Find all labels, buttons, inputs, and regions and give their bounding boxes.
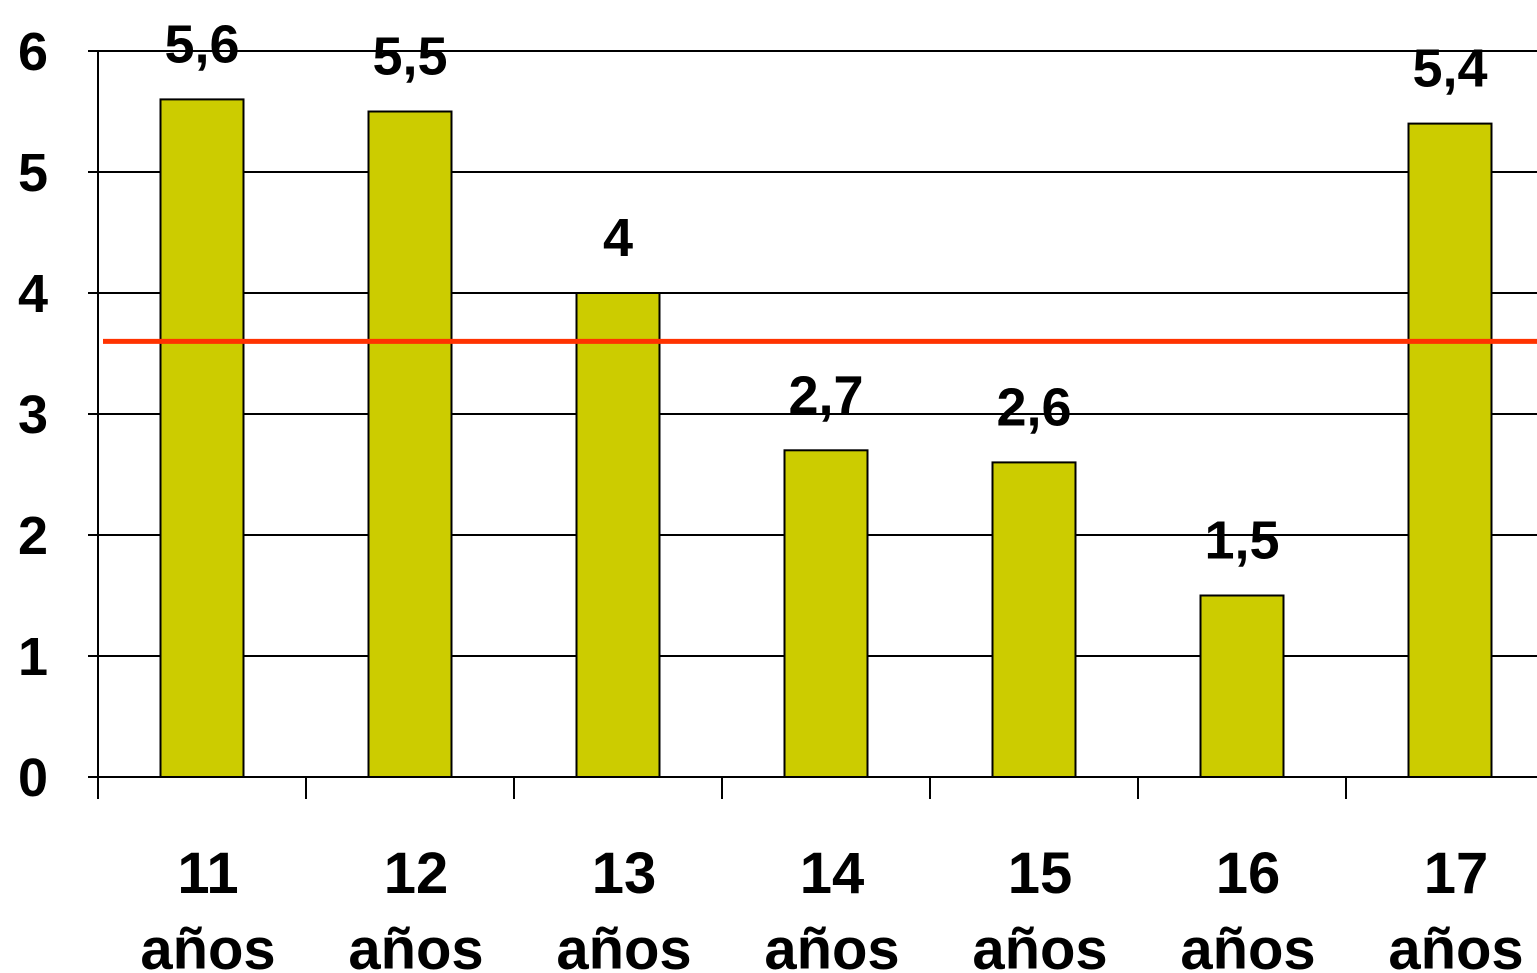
x-tick-label-line: 11 bbox=[177, 841, 238, 906]
bars bbox=[159, 98, 1493, 779]
data-label: 5,4 bbox=[1412, 39, 1487, 99]
data-label: 2,7 bbox=[788, 365, 863, 425]
bar bbox=[1407, 122, 1493, 779]
x-tick-label-line: 13 bbox=[592, 841, 657, 906]
x-tick-label: 13 años bbox=[556, 841, 691, 973]
x-tick-label-line: años bbox=[140, 917, 275, 973]
x-tick-label-line: años bbox=[556, 917, 691, 973]
y-tick-label: 6 bbox=[18, 22, 48, 82]
x-tick-label: 14 años bbox=[764, 841, 899, 973]
data-label: 1,5 bbox=[1204, 511, 1279, 571]
x-tick-label-line: 16 bbox=[1216, 841, 1281, 906]
x-tick-label: 17 años bbox=[1388, 841, 1523, 973]
y-tick-label: 4 bbox=[18, 264, 48, 324]
bar bbox=[1199, 594, 1285, 778]
data-label: 5,5 bbox=[372, 27, 447, 87]
x-tick-label-line: 12 bbox=[384, 841, 449, 906]
x-tick-label-line: 14 bbox=[800, 841, 865, 906]
bar bbox=[159, 98, 245, 778]
x-tick-label-line: años bbox=[764, 917, 899, 973]
x-tick-label-line: años bbox=[348, 917, 483, 973]
x-tick-label: 11 años bbox=[140, 841, 275, 973]
bar bbox=[783, 449, 869, 778]
y-tick-label: 1 bbox=[18, 627, 48, 687]
x-tick-label-line: años bbox=[972, 917, 1107, 973]
bar bbox=[991, 461, 1077, 778]
y-tick-label: 0 bbox=[18, 748, 48, 808]
bar bbox=[367, 110, 453, 778]
data-label: 5,6 bbox=[164, 14, 239, 74]
x-tick-label-line: años bbox=[1180, 917, 1315, 973]
bar bbox=[575, 292, 661, 778]
x-tick-label-line: 17 bbox=[1424, 841, 1489, 906]
x-tick-label-line: 15 bbox=[1008, 841, 1073, 906]
data-label: 2,6 bbox=[996, 377, 1071, 437]
data-label: 4 bbox=[603, 208, 633, 268]
x-tick-label-line: años bbox=[1388, 917, 1523, 973]
data-labels: 5,6 5,5 4 2,7 2,6 1,5 5,4 bbox=[164, 14, 1487, 570]
x-tick-label: 15 años bbox=[972, 841, 1107, 973]
x-tick-label: 16 años bbox=[1180, 841, 1315, 973]
y-tick-label: 5 bbox=[18, 143, 48, 203]
x-tick-label: 12 años bbox=[348, 841, 483, 973]
gridlines bbox=[98, 50, 1537, 657]
y-tick-label: 2 bbox=[18, 506, 48, 566]
y-tick-label: 3 bbox=[18, 385, 48, 445]
